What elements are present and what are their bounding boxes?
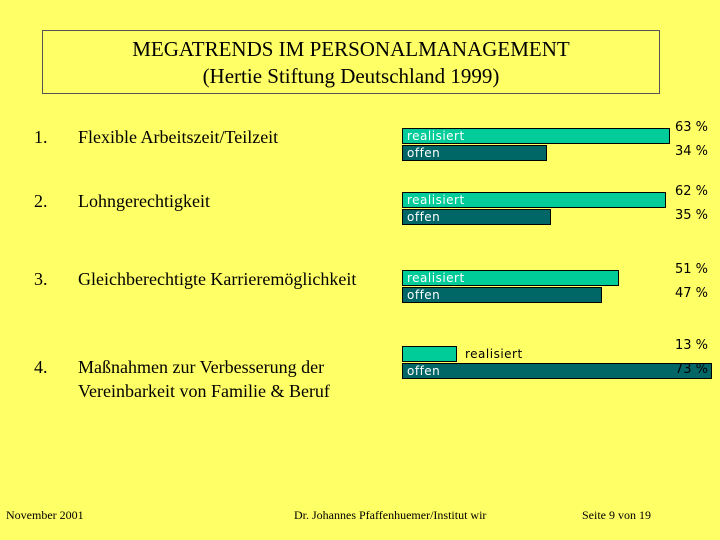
row-number: 1. xyxy=(34,127,48,147)
bar-label-offen: offen xyxy=(407,288,441,302)
bar-label-realisiert: realisiert xyxy=(407,129,465,143)
row-label: Maßnahmen zur Verbesserung der xyxy=(78,357,325,377)
row-label: Gleichberechtigte Karrieremöglichkeit xyxy=(78,269,357,289)
bar-label-offen: offen xyxy=(407,146,441,160)
row-label: Lohngerechtigkeit xyxy=(78,191,210,211)
title-line-2: (Hertie Stiftung Deutschland 1999) xyxy=(202,64,500,88)
row-number: 3. xyxy=(34,269,48,289)
bar-realisiert xyxy=(402,270,619,286)
bar-offen xyxy=(402,287,602,303)
bar-label-realisiert: realisiert xyxy=(407,193,465,207)
footer-date: November 2001 xyxy=(6,508,84,522)
row-label: Vereinbarkeit von Familie & Beruf xyxy=(78,381,330,401)
bar-realisiert xyxy=(402,128,670,144)
bar-label-offen: offen xyxy=(407,364,441,378)
percent-realisiert: 51 % xyxy=(674,262,708,277)
title-line-1: MEGATRENDS IM PERSONALMANAGEMENT xyxy=(132,37,570,61)
bar-label-realisiert: realisiert xyxy=(407,271,465,285)
percent-offen: 35 % xyxy=(674,208,708,223)
percent-realisiert: 63 % xyxy=(674,120,708,135)
bar-offen xyxy=(402,363,712,379)
percent-realisiert: 62 % xyxy=(674,184,708,199)
row-number: 2. xyxy=(34,191,48,211)
percent-offen: 73 % xyxy=(674,362,708,377)
bar-offen xyxy=(402,209,551,225)
percent-offen: 47 % xyxy=(674,286,708,301)
bar-offen xyxy=(402,145,547,161)
bar-label-realisiert: realisiert xyxy=(465,347,523,361)
bar-label-offen: offen xyxy=(407,210,441,224)
percent-offen: 34 % xyxy=(674,144,708,159)
row-number: 4. xyxy=(34,357,48,377)
footer-page: Seite 9 von 19 xyxy=(582,508,651,522)
bar-realisiert xyxy=(402,346,457,362)
bar-realisiert xyxy=(402,192,666,208)
percent-realisiert: 13 % xyxy=(674,338,708,353)
row-label: Flexible Arbeitszeit/Teilzeit xyxy=(78,127,279,147)
title-box: MEGATRENDS IM PERSONALMANAGEMENT (Hertie… xyxy=(42,30,660,94)
footer-author: Dr. Johannes Pfaffenhuemer/Institut wir xyxy=(294,508,487,522)
